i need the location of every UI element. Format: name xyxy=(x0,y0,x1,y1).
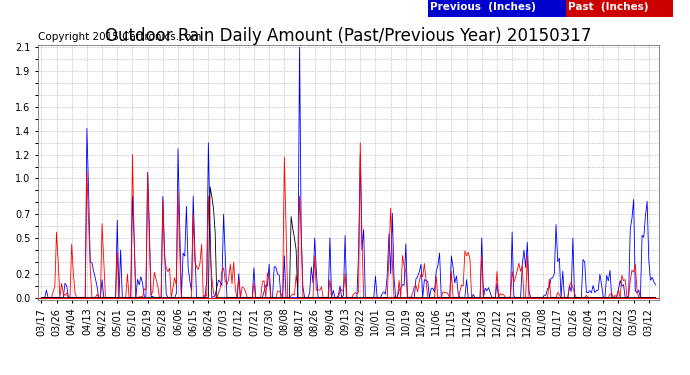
Text: Past  (Inches): Past (Inches) xyxy=(568,2,649,12)
Text: Copyright 2015 Cartronics.com: Copyright 2015 Cartronics.com xyxy=(38,33,201,42)
Title: Outdoor Rain Daily Amount (Past/Previous Year) 20150317: Outdoor Rain Daily Amount (Past/Previous… xyxy=(106,27,591,45)
Text: Previous  (Inches): Previous (Inches) xyxy=(430,2,535,12)
